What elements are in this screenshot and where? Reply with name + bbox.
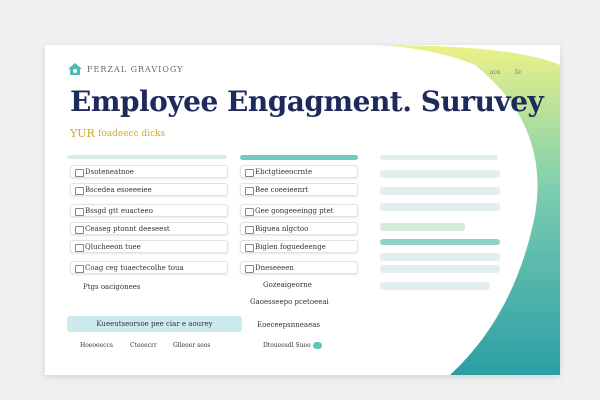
question-item[interactable]: Bscedea esoeeeiee [70,183,228,196]
subtitle: foadeecc dicks [98,129,166,139]
question-item[interactable]: Biglen foguedeenge [240,240,358,253]
item-text: Gozeaigeorne [263,281,312,289]
panel-bar [380,239,500,245]
survey-card: FERZAL GRAVIOGY ace Ie Employee Engagmen… [45,45,560,375]
panel-bar [380,253,500,261]
panel-bar [380,223,465,231]
logo-icon [68,63,82,75]
question-item[interactable]: Coag ceg tuaectecolhe toua [70,261,228,274]
question-item[interactable]: Dsoteneatnoe [70,165,228,178]
panel-bar [380,170,500,178]
toggle[interactable] [313,342,322,349]
question-item[interactable]: Ebctgtieeocrnte [240,165,358,178]
question-item[interactable]: Gee gongeeeingg ptet [240,204,358,217]
question-item[interactable]: Ceaseg ptonnt deeseest [70,222,228,235]
footer-text: Cteeecrr [130,342,157,349]
corner-text: Ie [515,69,521,76]
footer-text: Hoeoeeccs [80,342,113,349]
panel-bar [380,265,500,273]
question-item[interactable]: Bssgd gtt euacteeo [70,204,228,217]
panel-bar [380,187,500,195]
item-text: Dtoueesdl Suee [263,342,311,349]
title: Employee Engagment. Suruvey [70,85,544,118]
question-item[interactable]: Qlucheeon tuee [70,240,228,253]
question-item[interactable]: Dneseeeen [240,261,358,274]
item-text: Eoeceepsnneaeas [257,321,320,329]
panel-bar [380,203,500,211]
logo-text: FERZAL GRAVIOGY [87,65,184,74]
corner-text: ace [490,69,501,76]
subtitle-mark: YUR [70,127,95,140]
question-item[interactable]: Biguea nlgctoo [240,222,358,235]
panel-bar [380,282,490,290]
swoosh [375,45,560,375]
divider [67,155,227,159]
divider [240,155,358,160]
submit-button[interactable]: Kueeutseorsoe pee ciar e aourey [67,316,242,332]
panel-bar [380,155,498,160]
item-text: Ptgs oacigonees [83,283,141,291]
footer-text: Glleoer sees [173,342,211,349]
item-text: Gaoesseepo pcetoeeai [250,298,329,306]
question-item[interactable]: Bee coeeieenrt [240,183,358,196]
